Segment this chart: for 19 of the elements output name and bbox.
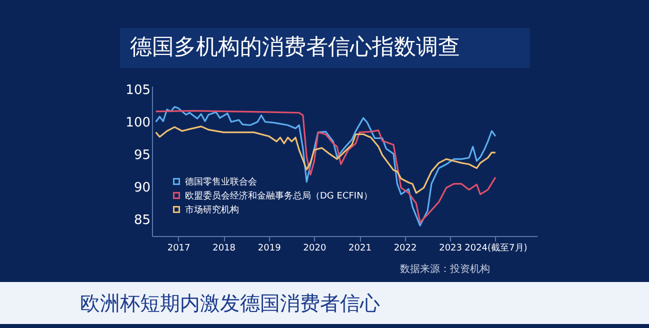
legend-label: 德国零售业联合会 — [185, 176, 257, 188]
y-tick-label: 105 — [126, 82, 150, 98]
x-tick-label: 2022 — [394, 244, 417, 254]
x-tick-label: 2021 — [348, 244, 372, 254]
x-tick-label: 2018 — [212, 244, 236, 254]
y-tick-label: 90 — [134, 180, 150, 196]
source-note: 数据来源：投资机构 — [400, 262, 490, 276]
chart-title: 德国多机构的消费者信心指数调查 — [120, 28, 530, 68]
x-tick-label: 2023 — [439, 244, 462, 254]
y-tick-label: 100 — [126, 115, 150, 130]
x-tick-label: 2024(截至7月) — [464, 242, 528, 254]
text: 欧洲杯短期内激发德国消费者信心 — [0, 282, 649, 324]
y-tick-label: 95 — [134, 148, 150, 163]
x-tick-label: 2017 — [167, 244, 190, 254]
legend-label: 市场研究机构 — [185, 204, 239, 216]
x-tick-label: 2020 — [303, 244, 326, 254]
legend-label: 欧盟委员会经济和金融事务总局（DG ECFIN） — [185, 190, 372, 202]
y-tick-label: 85 — [134, 213, 150, 228]
x-tick-label: 2019 — [258, 244, 282, 254]
